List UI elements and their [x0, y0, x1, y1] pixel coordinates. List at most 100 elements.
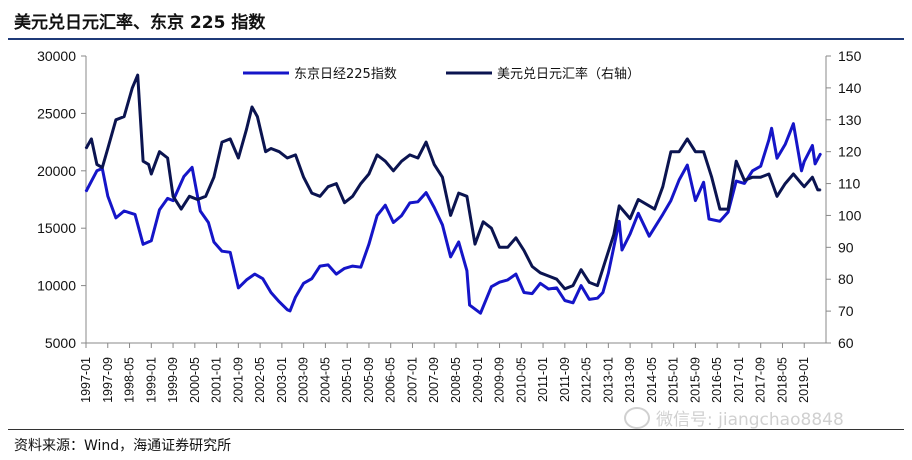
usdjpy-point [270, 147, 272, 150]
usdjpy-point [433, 163, 436, 166]
nikkei-point [392, 221, 395, 224]
nikkei-point [466, 269, 468, 272]
usdjpy-point [335, 182, 338, 185]
usdjpy-point [670, 150, 672, 153]
usdjpy-point [319, 195, 321, 198]
usdjpy-point [588, 281, 591, 284]
x-tick-label: 1997-09 [101, 357, 115, 403]
right-tick-label: 120 [838, 144, 862, 160]
nikkei-point [123, 210, 125, 212]
nikkei-point [735, 180, 737, 182]
nikkei-point [648, 235, 650, 237]
nikkei-point [457, 241, 460, 243]
usdjpy-point [166, 157, 169, 159]
usdjpy-point [286, 157, 289, 159]
nikkei-point [368, 243, 370, 246]
x-tick-label: 2019-01 [797, 357, 811, 403]
nikkei-point [629, 233, 631, 235]
usdjpy-point [580, 268, 582, 271]
wechat-icon [624, 406, 650, 429]
usdjpy-point [441, 176, 444, 178]
x-tick-label: 2013-09 [623, 357, 637, 403]
nikkei-point [506, 279, 509, 281]
usdjpy-point [384, 160, 387, 162]
nikkei-point [555, 287, 558, 289]
usdjpy-point [302, 176, 305, 178]
nikkei-point [531, 292, 533, 295]
usdjpy-point [204, 195, 207, 198]
usdjpy-point [768, 173, 770, 175]
nikkei-point [784, 143, 786, 146]
x-tick-label: 2002-05 [253, 357, 267, 403]
nikkei-point [343, 267, 346, 270]
x-tick-label: 2003-01 [275, 357, 289, 403]
usdjpy-point [213, 176, 215, 178]
usdjpy-point [147, 163, 150, 166]
usdjpy-point [515, 237, 517, 239]
x-tick-label: 2009-09 [493, 357, 507, 403]
right-tick-label: 140 [838, 80, 862, 96]
usdjpy-point [727, 208, 729, 210]
nikkei-point [335, 273, 338, 275]
usdjpy-point [251, 106, 253, 108]
nikkei-point [400, 214, 403, 217]
nikkei-point [150, 240, 153, 242]
nikkei-point [800, 170, 803, 172]
usdjpy-point [466, 195, 468, 198]
nikkei-point [768, 139, 770, 141]
usdjpy-point [188, 195, 191, 198]
usdjpy-point [751, 176, 754, 178]
nikkei-point [85, 190, 87, 193]
usdjpy-point [555, 278, 558, 281]
nikkei-point [751, 170, 754, 172]
x-tick-label: 2005-09 [362, 357, 376, 403]
legend: 东京日经225指数 美元兑日元汇率（右轴） [243, 66, 640, 82]
chart-title: 美元兑日元汇率、东京 225 指数 [14, 13, 266, 33]
nikkei-point [384, 204, 387, 206]
x-tick-label: 2012-05 [580, 357, 594, 403]
nikkei-point [776, 157, 778, 159]
left-tick-label: 5000 [45, 335, 76, 351]
usdjpy-point [811, 176, 814, 178]
usdjpy-point [351, 195, 354, 198]
nikkei-point [602, 291, 604, 294]
nikkei-point [621, 249, 623, 251]
nikkei-point [134, 213, 136, 216]
nikkei-point [191, 166, 193, 169]
nikkei-point [670, 199, 672, 202]
usdjpy-point [498, 246, 501, 249]
x-tick-label: 2000-05 [188, 357, 202, 403]
usdjpy-point [759, 176, 762, 178]
usdjpy-point [653, 208, 656, 210]
left-tick-label: 25000 [37, 105, 76, 121]
left-tick-label: 20000 [37, 163, 76, 179]
nikkei-point [743, 182, 746, 185]
nikkei-point [142, 243, 144, 246]
series-layer [84, 73, 822, 315]
usdjpy-point [457, 192, 460, 194]
usdjpy-point [294, 154, 297, 156]
nikkei-point [580, 284, 582, 287]
source-note: 资料来源：Wind，海通证券研究所 [14, 438, 232, 454]
usdjpy-point [85, 147, 87, 150]
nikkei-point [213, 241, 215, 243]
x-tick-label: 2017-09 [754, 357, 768, 403]
nikkei-point [441, 224, 444, 226]
usdjpy-point [229, 138, 231, 140]
usdjpy-point [221, 141, 223, 143]
usdjpy-point [474, 243, 476, 245]
nikkei-point [607, 272, 610, 274]
usdjpy-point [678, 150, 680, 153]
usdjpy-point [131, 87, 134, 89]
nikkei-point [172, 199, 174, 202]
nikkei-point [572, 302, 574, 304]
usdjpy-point [531, 265, 533, 268]
nikkei-point [490, 285, 493, 288]
usdjpy-point [819, 189, 822, 191]
nikkei-point [708, 218, 710, 220]
nikkei-point [686, 164, 689, 166]
x-tick-label: 2015-09 [688, 357, 702, 403]
nikkei-point [564, 299, 566, 302]
footer-divider [8, 429, 904, 430]
x-tick-label: 2011-01 [536, 357, 550, 402]
